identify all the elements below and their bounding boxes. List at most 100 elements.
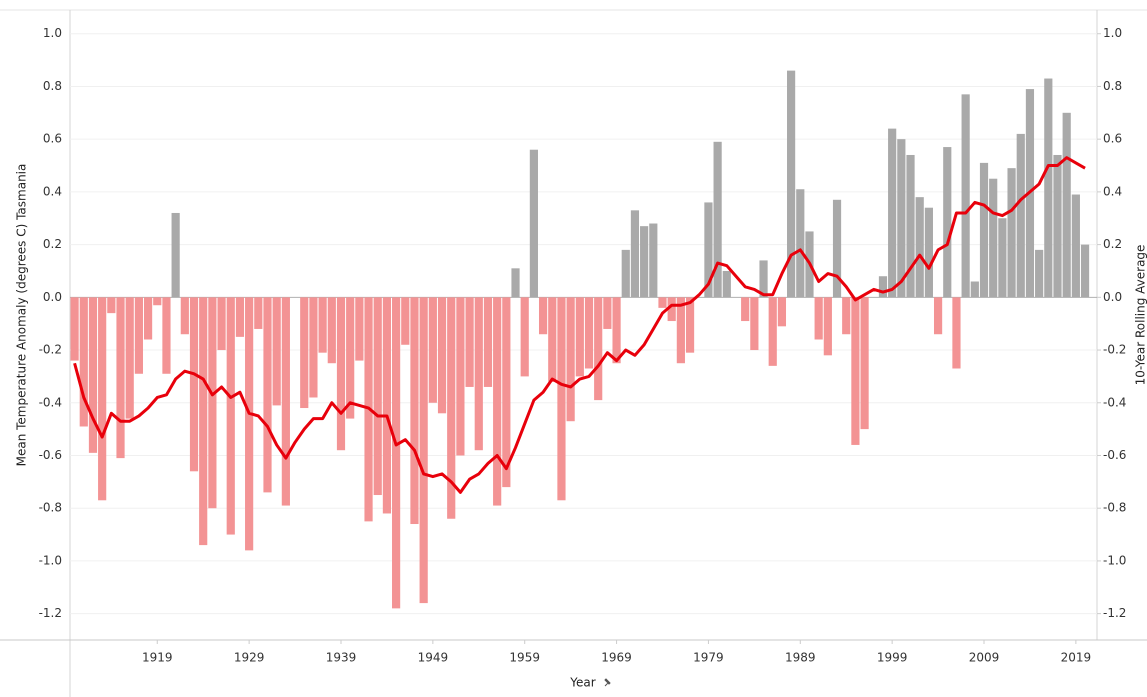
y-tick-label: -1.0 [39,553,62,567]
bar [814,297,823,340]
bar [401,297,410,345]
x-tick-label: 1989 [785,651,816,665]
bar [538,297,548,335]
bar [1044,78,1053,298]
bar [566,297,575,422]
y2-tick-label: -0.4 [1103,395,1126,409]
line [73,156,1086,494]
bar [373,297,382,496]
bar [768,297,777,366]
bar [70,297,79,361]
bar [851,297,860,445]
bar [199,297,208,546]
bar [143,297,153,340]
bar [392,297,401,609]
bar [888,128,897,298]
bar [842,297,851,335]
bar [1080,244,1090,298]
bar [796,189,805,298]
y2-tick-label: -0.2 [1103,343,1126,357]
pin-icon [604,678,611,687]
bar [502,297,511,488]
y2-tick-label: 0.0 [1103,290,1122,304]
bar [649,223,658,298]
bar [327,297,336,364]
bar [722,270,731,298]
bar [428,297,437,403]
bar [787,70,796,298]
bar [1071,194,1080,298]
bar [676,297,685,364]
bar [741,297,750,322]
bar [336,297,346,451]
bar [226,297,235,535]
bar [134,297,143,374]
bar [640,226,649,298]
bar [189,297,199,472]
bar [125,297,134,419]
bar [621,249,630,298]
bar [208,297,217,509]
bar [759,260,768,298]
bar [713,141,722,298]
bar [447,297,456,519]
y2-axis-title: 10-Year Rolling Average [1134,245,1147,386]
bar [667,297,676,322]
bar [575,297,584,377]
bar [878,276,888,298]
bar [943,147,952,298]
bar [998,218,1007,298]
bar [107,297,116,314]
x-tick-label: 2019 [1061,651,1092,665]
bar [979,162,989,298]
bar [254,297,263,329]
bar [1007,168,1016,298]
bar [1062,112,1071,298]
bar [116,297,125,459]
x-tick-label: 2009 [969,651,1000,665]
y2-tick-label: 0.4 [1103,184,1122,198]
bar [217,297,226,351]
bar [153,297,162,306]
bar [603,297,612,329]
bar [511,268,520,298]
bar [630,210,640,298]
x-tick-label: 1929 [234,651,265,665]
bar [823,297,832,356]
bar [171,212,180,298]
bar [961,94,970,298]
bar [685,297,695,353]
x-tick-label: 1919 [142,651,173,665]
y-tick-label: -0.2 [39,343,62,357]
bar [897,139,906,298]
bar [318,297,327,353]
bar [704,202,713,298]
bar [493,297,502,506]
y-tick-label: 1.0 [43,26,62,40]
y2-tick-label: 0.8 [1103,79,1122,93]
y-tick-label: 0.6 [43,132,62,146]
y-tick-label: -0.8 [39,501,62,515]
bar [970,281,979,298]
bar [309,297,318,398]
bar [750,297,759,351]
bar [594,297,603,401]
bar [952,297,961,369]
bar [548,297,557,382]
y2-tick-label: 0.6 [1103,132,1122,146]
bar [1035,249,1044,298]
bar [906,154,915,298]
bar [1016,133,1025,298]
bar [777,297,787,327]
bar [355,297,364,361]
x-axis-title: Year [569,676,595,690]
bar [382,297,392,514]
bar [612,297,621,364]
bar [584,297,594,369]
y-tick-label: -0.4 [39,395,62,409]
bar [658,297,667,308]
bar [860,297,869,430]
x-tick-label: 1999 [877,651,908,665]
labels: -1.2 -1.0 -0.8 -0.6 -0.4 -0.2 0.0 0.2 0.4 0.6 0.8 1… [39,26,1127,664]
x-tick-label: 1969 [601,651,632,665]
